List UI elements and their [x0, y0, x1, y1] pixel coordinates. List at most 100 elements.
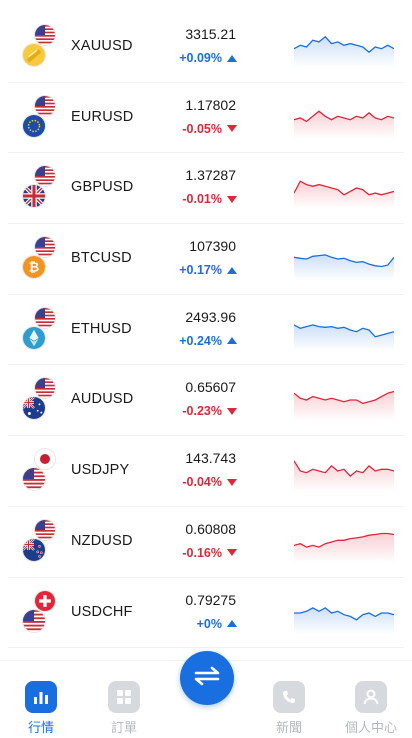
bar-chart-icon — [25, 681, 57, 713]
sparkline-line — [294, 35, 394, 53]
ethereum-icon — [22, 325, 46, 350]
change-percent: +0.24% — [179, 333, 222, 348]
tab-profile[interactable]: 個人中心 — [341, 681, 401, 736]
currency-pair-flags — [22, 306, 58, 351]
nz-flag-icon — [22, 537, 46, 562]
sparkline-line — [294, 532, 394, 548]
quote-row[interactable]: NZDUSD 0.60808 -0.16% — [0, 507, 412, 578]
currency-pair-flags — [22, 94, 58, 139]
symbol-label: EURUSD — [71, 108, 134, 125]
sparkline-chart — [294, 606, 394, 634]
sparkline-chart — [294, 532, 394, 563]
us-flag-icon — [34, 24, 56, 46]
change-percent: +0.09% — [179, 51, 222, 65]
currency-pair-flags: ₿ — [22, 236, 58, 280]
ch-flag-icon — [34, 589, 56, 612]
sparkline-line — [294, 180, 394, 196]
change-value: -0.23% — [182, 404, 237, 418]
quote-row[interactable]: AUDUSD 0.65607 -0.23% — [0, 365, 412, 436]
triangle-up-icon — [227, 337, 237, 345]
us-flag-icon — [22, 608, 46, 633]
price-value: 107390 — [189, 238, 236, 255]
change-percent: -0.01% — [182, 192, 222, 207]
swap-icon — [193, 666, 221, 691]
quote-row[interactable]: XAUUSD 3315.21 +0.09% — [0, 12, 412, 83]
change-value: -0.01% — [182, 192, 237, 206]
price-value: 1.37287 — [185, 167, 236, 184]
change-percent: +0% — [196, 616, 222, 631]
sparkline-chart — [294, 110, 394, 139]
sparkline-line — [294, 254, 394, 268]
sparkline-line — [294, 460, 394, 478]
us-flag-icon — [34, 236, 56, 259]
change-percent: -0.16% — [182, 545, 222, 560]
tab-news[interactable]: 新聞 — [259, 681, 319, 736]
us-flag-icon — [34, 518, 56, 541]
triangle-down-icon — [227, 407, 237, 415]
sparkline-line — [294, 323, 394, 338]
sparkline-chart — [294, 323, 394, 351]
us-flag-icon — [34, 94, 56, 117]
price-value: 0.60808 — [185, 520, 236, 537]
change-value: +0.09% — [179, 51, 237, 65]
us-flag-icon — [34, 165, 56, 188]
sparkline-area — [294, 36, 394, 68]
sparkline-line — [294, 110, 394, 122]
swap-button[interactable] — [180, 651, 234, 705]
sparkline-area — [294, 607, 394, 634]
symbol-label: AUDUSD — [71, 391, 134, 408]
change-value: +0% — [197, 617, 237, 631]
quote-row[interactable]: GBPUSD 1.37287 -0.01% — [0, 153, 412, 224]
phone-icon — [273, 681, 305, 713]
symbol-label: USDJPY — [71, 462, 130, 479]
quote-list: XAUUSD 3315.21 +0.09% EURUSD 1.17802 -0.05% GB… — [0, 12, 412, 648]
svg-text:₿: ₿ — [29, 260, 39, 275]
gold-icon — [22, 43, 46, 67]
sparkline-area — [294, 324, 394, 351]
symbol-label: BTCUSD — [71, 250, 132, 267]
change-percent: -0.23% — [182, 404, 222, 419]
triangle-up-icon — [227, 266, 237, 274]
symbol-label: XAUUSD — [71, 38, 133, 54]
quote-row[interactable]: ₿ BTCUSD 107390 +0.17% — [0, 224, 412, 295]
currency-pair-flags — [22, 24, 58, 68]
us-flag-icon — [22, 467, 46, 492]
price-value: 0.79275 — [185, 591, 236, 608]
sparkline-line — [294, 606, 394, 621]
change-value: -0.04% — [182, 475, 237, 489]
quote-row[interactable]: EURUSD 1.17802 -0.05% — [0, 83, 412, 154]
change-value: -0.16% — [182, 546, 237, 560]
triangle-down-icon — [227, 125, 237, 133]
us-flag-icon — [34, 306, 56, 329]
us-flag-icon — [34, 377, 56, 400]
tab-orders[interactable]: 訂單 — [94, 681, 154, 736]
grid-icon — [108, 681, 140, 713]
tab-profile-label: 個人中心 — [344, 720, 397, 735]
price-value: 143.743 — [185, 450, 236, 467]
price-value: 2493.96 — [185, 308, 236, 325]
symbol-label: USDCHF — [71, 603, 133, 620]
quote-row[interactable]: USDJPY 143.743 -0.04% — [0, 436, 412, 507]
user-icon — [355, 681, 387, 713]
price-value: 1.17802 — [185, 96, 236, 113]
jp-flag-icon — [34, 448, 56, 471]
triangle-down-icon — [227, 549, 237, 557]
change-value: +0.17% — [179, 263, 237, 277]
sparkline-chart — [294, 391, 394, 422]
au-flag-icon — [22, 396, 46, 421]
change-percent: -0.04% — [182, 475, 222, 490]
sparkline-area — [294, 533, 394, 563]
currency-pair-flags — [22, 448, 58, 492]
tab-market-label: 行情 — [27, 720, 54, 735]
tab-orders-label: 訂單 — [110, 720, 137, 735]
change-value: +0.24% — [179, 334, 237, 348]
quote-row[interactable]: ETHUSD 2493.96 +0.24% — [0, 295, 412, 366]
price-value: 0.65607 — [185, 379, 236, 396]
currency-pair-flags — [22, 518, 58, 563]
tab-market[interactable]: 行情 — [11, 681, 71, 736]
uk-flag-icon — [22, 184, 46, 209]
symbol-label: GBPUSD — [71, 179, 134, 196]
triangle-down-icon — [227, 478, 237, 486]
eu-flag-icon — [22, 113, 46, 138]
quote-row[interactable]: USDCHF 0.79275 +0% — [0, 578, 412, 649]
